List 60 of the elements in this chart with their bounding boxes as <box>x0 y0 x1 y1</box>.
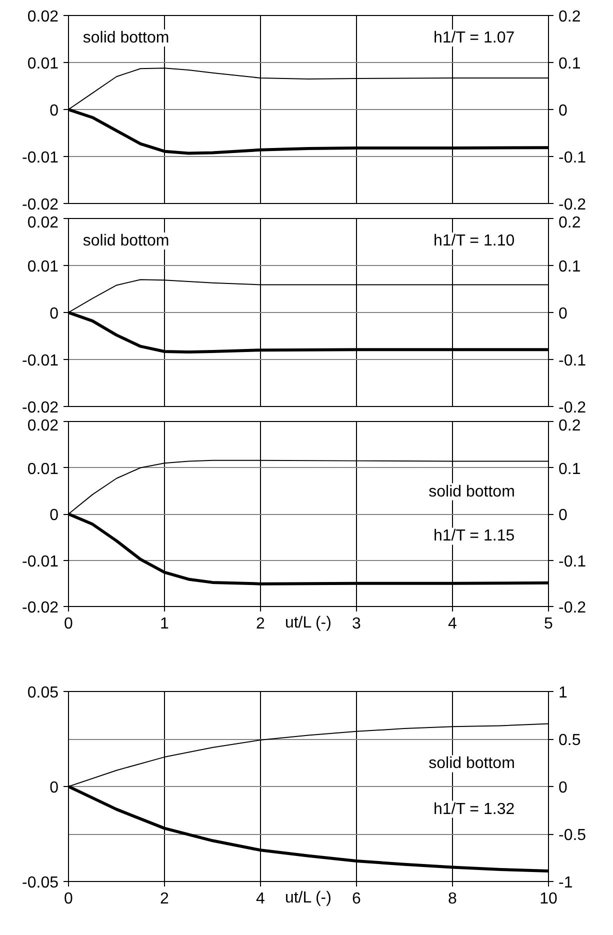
x-tick-label: 1 <box>160 616 170 632</box>
x-tick-label: 0 <box>64 890 74 908</box>
y-tick-label: 0 <box>50 306 59 322</box>
y2-tick-label: 0 <box>558 306 568 322</box>
y2-tick-label: -0.5 <box>558 827 586 844</box>
y-tick-label: -0.02 <box>22 600 59 616</box>
annotation: h1/T = 1.10 <box>434 232 515 250</box>
y2-tick-label: 0.2 <box>558 8 581 26</box>
y-tick-label: 0 <box>50 780 59 796</box>
y2-tick-label: -0.1 <box>558 553 586 570</box>
y2-tick-label: -0.1 <box>558 352 586 370</box>
y-tick-label: 0 <box>50 507 59 524</box>
x-tick-label: 2 <box>256 616 266 632</box>
x-tick-label: 2 <box>160 890 170 908</box>
y2-tick-label: -1 <box>558 874 573 892</box>
x-tick-label: 3 <box>352 616 362 632</box>
y-tick-label: -0.01 <box>22 553 59 570</box>
x-tick-label: 5 <box>544 616 554 632</box>
y-tick-label: -0.02 <box>22 400 59 416</box>
annotation: h1/T = 1.07 <box>434 30 515 47</box>
y2-tick-label: 0.1 <box>558 258 581 276</box>
x-axis-title: ut/L (-) <box>284 614 332 632</box>
y-tick-label: 0.01 <box>27 258 59 276</box>
x-tick-label: 8 <box>448 890 458 908</box>
y2-tick-label: 0 <box>558 507 568 524</box>
y-tick-label: -0.01 <box>22 150 59 166</box>
y2-tick-label: -0.1 <box>558 150 586 166</box>
annotation: solid bottom <box>428 483 515 500</box>
y2-tick-label: 0 <box>558 780 568 796</box>
y2-tick-label: -0.2 <box>558 400 586 416</box>
y-tick-label: 0.02 <box>27 8 59 26</box>
y-tick-label: -0.01 <box>22 352 59 370</box>
x-axis-title: ut/L (-) <box>284 890 332 906</box>
x-tick-label: 4 <box>256 890 266 908</box>
y2-tick-label: 0.1 <box>558 460 581 478</box>
y2-tick-label: 0.1 <box>558 56 581 72</box>
annotation: h1/T = 1.15 <box>434 528 515 545</box>
y-tick-label: 0.01 <box>27 56 59 72</box>
y-tick-label: 0.01 <box>27 460 59 478</box>
y2-tick-label: 1 <box>558 684 568 702</box>
y2-tick-label: 0.5 <box>558 732 581 749</box>
y-tick-label: 0.05 <box>27 684 59 702</box>
y-tick-label: 0 <box>50 102 59 120</box>
x-tick-label: 10 <box>540 890 558 908</box>
x-tick-label: 6 <box>352 890 362 908</box>
y2-tick-label: 0.2 <box>558 418 581 434</box>
x-tick-label: 4 <box>448 616 458 632</box>
y-tick-label: -0.05 <box>22 874 59 892</box>
annotation: solid bottom <box>428 755 515 772</box>
y2-tick-label: 0.2 <box>558 214 581 232</box>
y2-tick-label: 0 <box>558 102 568 120</box>
annotation: solid bottom <box>82 30 170 47</box>
y-tick-label: 0.02 <box>27 418 59 434</box>
y2-tick-label: -0.2 <box>558 196 586 214</box>
y-tick-label: -0.02 <box>22 196 59 214</box>
y-tick-label: 0.02 <box>27 214 59 232</box>
annotation: h1/T = 1.32 <box>434 800 515 818</box>
annotation: solid bottom <box>82 232 170 250</box>
y2-tick-label: -0.2 <box>558 600 586 616</box>
x-tick-label: 0 <box>64 616 74 632</box>
